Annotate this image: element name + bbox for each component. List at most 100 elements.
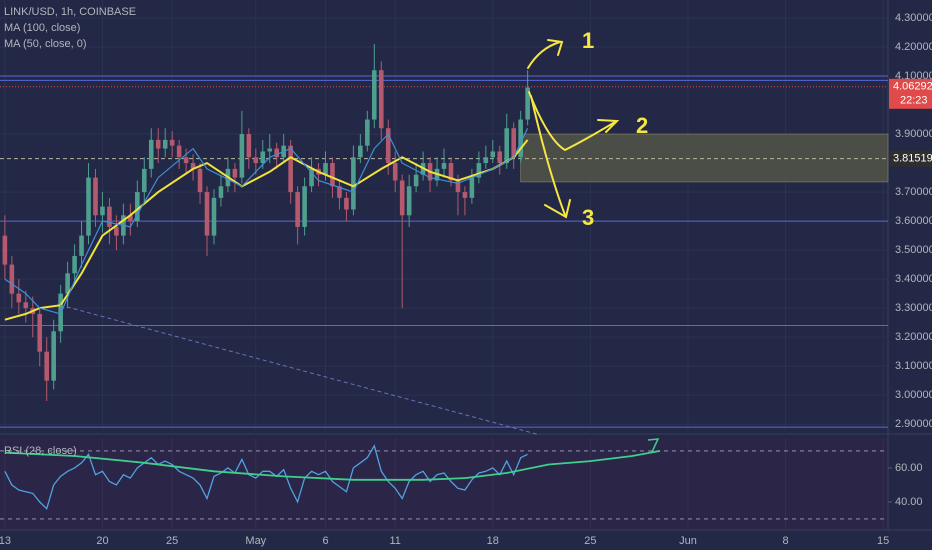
candle-body (79, 235, 84, 256)
candle-body (365, 119, 370, 146)
candle-body (462, 192, 468, 198)
candle-body (114, 226, 119, 236)
candle-body (518, 119, 523, 158)
annotation-arrows (527, 39, 620, 219)
candle-body (246, 134, 252, 158)
annotation: 2 (636, 113, 648, 138)
y-tick-label: 4.30000 (895, 12, 932, 24)
candle-body (44, 351, 50, 381)
candle-body (267, 148, 273, 152)
y-tick-label: 3.10000 (895, 360, 932, 372)
x-tick-label: 11 (389, 535, 400, 547)
y-tick-label: 3.00000 (895, 389, 932, 401)
candle-body (274, 148, 280, 158)
candle-body (302, 186, 307, 227)
candle-body (239, 134, 245, 178)
candle-body (100, 206, 105, 216)
candle-body (141, 168, 147, 193)
candle-body (406, 186, 412, 216)
candle-body (162, 139, 168, 149)
candle-body (232, 168, 238, 178)
y-tick-label: 3.60000 (895, 215, 932, 227)
x-tick-label: 6 (322, 535, 328, 547)
candle-body (378, 70, 384, 129)
candle-body (65, 273, 70, 294)
arrow-2 (528, 91, 620, 152)
candle-body (37, 313, 43, 352)
x-tick-label: 13 (0, 535, 11, 547)
rsi-tick-label: 40.00 (895, 496, 923, 508)
y-tick-label: 4.20000 (895, 41, 932, 53)
y-tick-label: 3.40000 (895, 273, 932, 285)
x-tick-label: 20 (96, 535, 108, 547)
candle-body (413, 174, 419, 187)
legend-entry: MA (50, close, 0) (4, 38, 87, 50)
rsi-arrowhead (647, 438, 660, 453)
candle-body (16, 293, 22, 303)
candle-body (148, 139, 154, 169)
zone (520, 133, 889, 183)
candle-body (128, 215, 133, 222)
candle-body (197, 168, 203, 193)
candle-body (135, 192, 140, 222)
candle-body (155, 139, 161, 149)
candle-body (497, 151, 503, 164)
candle-body (330, 163, 335, 187)
x-tick-label: Jun (679, 535, 697, 547)
candle-body (211, 197, 217, 236)
rsi-tick-label: 60.00 (895, 462, 923, 474)
candle-body (455, 180, 461, 193)
candle-body (351, 157, 356, 210)
candle-body (23, 302, 29, 309)
candle-body (337, 186, 342, 198)
last-price-label: 4.06292 (893, 81, 932, 93)
y-tick-label: 3.30000 (895, 302, 932, 314)
candle-body (183, 157, 189, 164)
x-tick-label: May (245, 535, 266, 547)
rsi-pane (0, 438, 888, 530)
candle-body (176, 145, 182, 158)
candle-body (72, 255, 77, 274)
candle-body (295, 192, 300, 227)
rsi-line (4, 444, 528, 510)
candle-body (504, 128, 510, 164)
chart-title: LINK/USD, 1h, COINBASE (4, 6, 136, 18)
candle-body (344, 197, 349, 210)
candle-body (260, 151, 266, 164)
rsi-label: RSI (28, close) (4, 445, 77, 457)
candle-body (51, 331, 56, 381)
candle-body (253, 157, 259, 164)
y-tick-label: 3.20000 (895, 331, 932, 343)
candle-body (86, 177, 91, 236)
arrow-3 (530, 95, 571, 219)
annotation: 1 (582, 28, 594, 53)
candle-body (399, 180, 405, 216)
candle-body (2, 235, 8, 265)
candle-body (309, 168, 314, 187)
candle-body (323, 163, 328, 175)
ma-line (4, 127, 529, 315)
candle-body (490, 151, 496, 158)
candle-body (107, 206, 112, 227)
legend-entry: MA (100, close) (4, 22, 80, 34)
y-tick-label: 3.90000 (895, 128, 932, 140)
candle-body (483, 157, 489, 164)
countdown-label: 22:23 (900, 95, 928, 107)
candle-body (511, 128, 517, 158)
x-tick-label: 15 (877, 535, 889, 547)
candle-body (190, 163, 196, 169)
candle-body (476, 163, 482, 178)
candle-body (288, 145, 293, 193)
candle-body (441, 163, 447, 169)
last-price-box (889, 78, 932, 109)
y-tick-label: 3.70000 (895, 186, 932, 198)
candle-body (358, 145, 363, 158)
candle-body (204, 192, 210, 236)
candle-body (448, 163, 454, 181)
candle-body (93, 177, 98, 216)
y-tick-label: 3.50000 (895, 244, 932, 256)
rsi-trend (4, 450, 661, 481)
candle-body (169, 139, 175, 146)
